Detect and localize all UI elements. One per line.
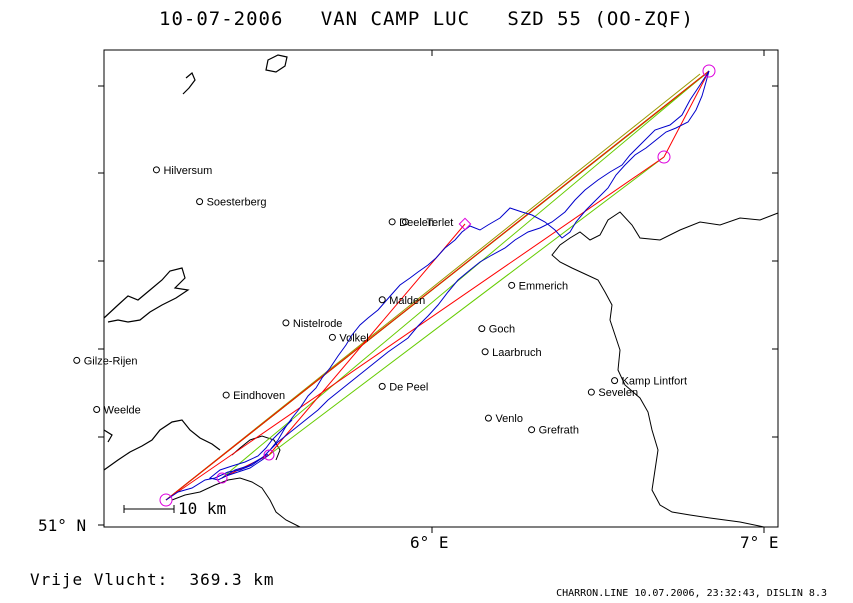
city-marker-icon <box>611 377 619 385</box>
city-marker-icon <box>484 414 492 422</box>
city-marker-icon <box>378 382 386 390</box>
city-markers: HilversumSoesterbergDeelenTerletEmmerich… <box>73 165 687 437</box>
city-marker-icon <box>152 166 160 174</box>
city-label: Malden <box>389 295 425 307</box>
city-label: De Peel <box>389 381 428 393</box>
city-label: Weelde <box>104 405 141 417</box>
city-marker-icon <box>481 348 489 356</box>
city-marker-icon <box>528 426 536 434</box>
city-marker-icon <box>196 198 204 206</box>
city-marker-icon <box>388 218 396 226</box>
longitude-label-6e: 6° E <box>410 533 449 552</box>
city-label: Goch <box>489 324 515 336</box>
scale-bar-label: 10 km <box>178 499 226 518</box>
flight-track <box>165 70 710 501</box>
page-title: 10-07-2006 VAN CAMP LUC SZD 55 (OO-ZQF) <box>159 8 694 30</box>
city-marker-icon <box>93 406 101 413</box>
free-flight-distance: Vrije Vlucht: 369.3 km <box>30 570 275 589</box>
city-label: Terlet <box>426 217 453 229</box>
longitude-label-7e: 7° E <box>740 533 779 552</box>
latitude-label: 51° N <box>38 516 86 535</box>
city-marker-icon <box>378 296 386 304</box>
task-legs <box>165 70 710 501</box>
scale-bar <box>123 505 175 513</box>
city-label: Kamp Lintfort <box>622 376 687 388</box>
city-marker-icon <box>282 319 290 327</box>
city-marker-icon <box>401 218 409 226</box>
coastline <box>103 54 288 471</box>
city-label: Soesterberg <box>207 197 267 209</box>
city-label: Gilze-Rijen <box>84 355 138 367</box>
file-info: CHARRON.LINE 10.07.2006, 23:32:43, DISLI… <box>556 588 827 599</box>
city-label: Venlo <box>495 413 523 425</box>
city-label: Sevelen <box>598 387 638 399</box>
turnpoints <box>159 64 716 507</box>
axis-ticks <box>98 50 778 533</box>
city-marker-icon <box>478 325 486 333</box>
city-marker-icon <box>222 391 230 399</box>
city-label: Eindhoven <box>233 390 285 402</box>
city-marker-icon <box>587 388 595 396</box>
city-label: Grefrath <box>539 425 579 437</box>
city-label: Volkel <box>339 332 368 344</box>
city-marker-icon <box>508 281 516 289</box>
city-label: Hilversum <box>163 165 212 177</box>
country-border <box>171 211 779 528</box>
city-label: Laarbruch <box>492 347 542 359</box>
city-label: Nistelrode <box>293 318 343 330</box>
city-marker-icon <box>328 333 336 341</box>
city-label: Emmerich <box>519 280 569 292</box>
map-frame <box>103 49 779 528</box>
city-marker-icon <box>73 356 81 364</box>
